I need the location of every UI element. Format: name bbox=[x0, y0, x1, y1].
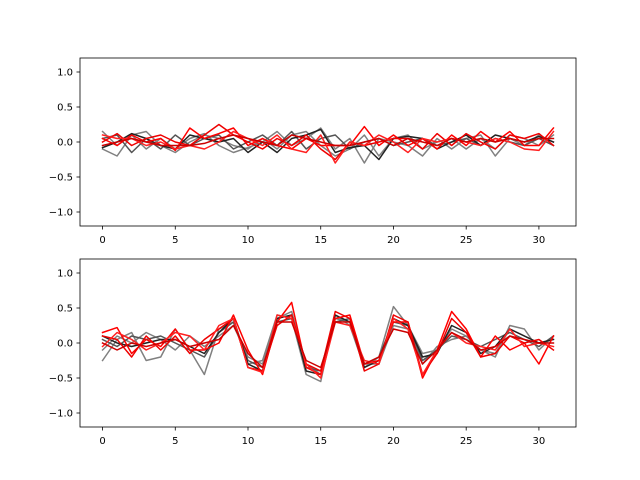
x-tick-label: 0 bbox=[99, 235, 105, 246]
series-group bbox=[101, 123, 555, 164]
x-tick-label: 25 bbox=[460, 436, 473, 447]
y-tick-label: 1.0 bbox=[57, 68, 73, 79]
x-tick-label: 25 bbox=[460, 235, 473, 246]
y-tick-label: −1.0 bbox=[49, 208, 73, 219]
x-tick-label: 15 bbox=[314, 235, 327, 246]
y-tick-label: −0.5 bbox=[49, 374, 73, 385]
x-tick-label: 5 bbox=[172, 235, 178, 246]
y-tick-label: −0.5 bbox=[49, 173, 73, 184]
x-tick-label: 30 bbox=[533, 436, 546, 447]
y-tick-label: 0.5 bbox=[57, 304, 73, 315]
series-line-8 bbox=[101, 321, 555, 369]
series-line-8 bbox=[101, 134, 555, 147]
bottom-subplot: 0 5 10 15 20 25 30 −1.0 −0.5 0.0 0.5 1.0 bbox=[49, 258, 577, 447]
y-tick-label: −1.0 bbox=[49, 409, 73, 420]
top-subplot: 0 5 10 15 20 25 30 −1.0 −0.5 0.0 0.5 1.0 bbox=[49, 57, 577, 246]
x-tick-label: 20 bbox=[387, 235, 400, 246]
y-tick-label: 0.0 bbox=[57, 138, 73, 149]
series-group bbox=[101, 301, 555, 383]
y-tick-label: 0.5 bbox=[57, 103, 73, 114]
series-line-6 bbox=[101, 310, 555, 376]
series-line-6 bbox=[101, 123, 555, 161]
x-tick-label: 15 bbox=[314, 436, 327, 447]
x-tick-label: 30 bbox=[533, 235, 546, 246]
y-tick-label: 1.0 bbox=[57, 269, 73, 280]
series-line-7 bbox=[101, 314, 555, 379]
x-tick-label: 10 bbox=[242, 235, 255, 246]
x-tick-label: 5 bbox=[172, 436, 178, 447]
x-tick-label: 20 bbox=[387, 436, 400, 447]
x-tick-label: 0 bbox=[99, 436, 105, 447]
y-tick-label: 0.0 bbox=[57, 339, 73, 350]
x-tick-label: 10 bbox=[242, 436, 255, 447]
series-line-5 bbox=[101, 125, 555, 152]
series-line-7 bbox=[101, 130, 555, 164]
